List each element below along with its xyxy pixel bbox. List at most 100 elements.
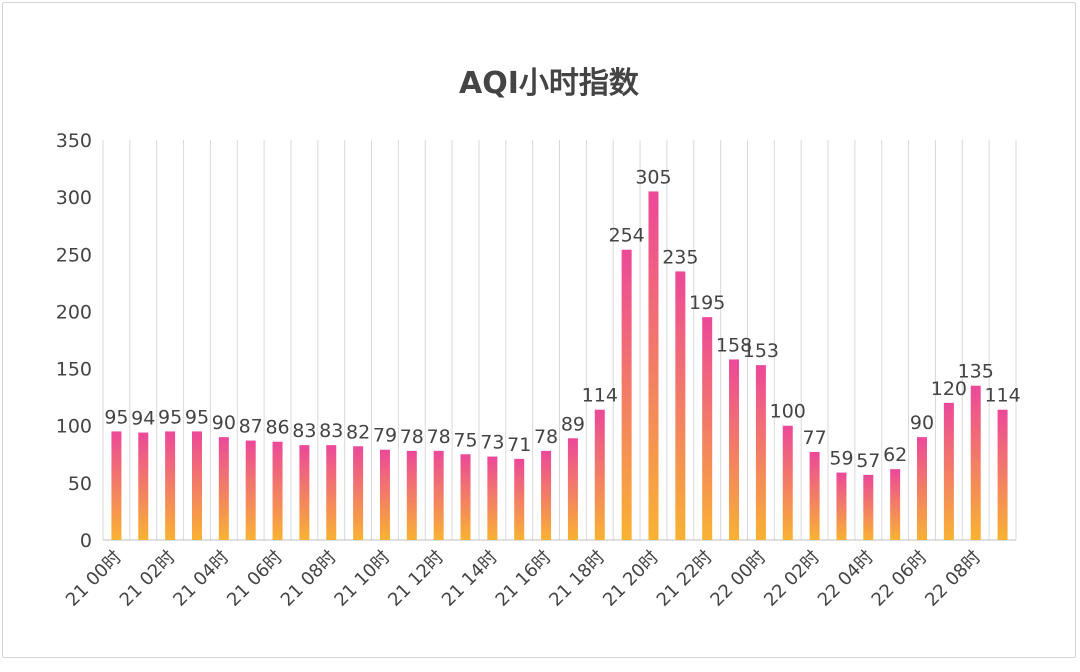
data-label: 195: [689, 292, 725, 314]
bar: [406, 450, 417, 540]
data-label: 120: [931, 378, 967, 400]
bar: [621, 249, 632, 540]
data-label: 75: [453, 429, 477, 451]
x-tick-label: 21 16时: [492, 547, 556, 611]
bar: [836, 472, 847, 540]
x-tick-label: 21 14时: [438, 547, 502, 611]
bar: [943, 402, 954, 540]
bar: [218, 437, 229, 540]
data-label: 82: [346, 421, 370, 443]
data-label: 78: [400, 426, 424, 448]
x-tick-label: 22 00时: [706, 547, 770, 611]
data-label: 86: [265, 417, 289, 439]
x-tick-label: 21 06时: [223, 547, 287, 611]
data-label: 94: [131, 408, 155, 430]
y-tick-label: 300: [56, 187, 92, 209]
data-label: 83: [319, 420, 343, 442]
bar: [191, 431, 202, 540]
chart-frame: [2, 2, 1076, 658]
data-label: 235: [662, 246, 698, 268]
bar: [702, 317, 713, 540]
bar: [433, 450, 444, 540]
bar: [245, 440, 256, 540]
bar: [917, 437, 928, 540]
x-tick-label: 21 00时: [62, 547, 126, 611]
data-label: 78: [427, 426, 451, 448]
y-tick-labels: 0 50 100 150 200 250 300 350: [56, 130, 92, 552]
bar: [675, 271, 686, 540]
x-tick-label: 22 06时: [868, 547, 932, 611]
data-label: 59: [829, 448, 853, 470]
bar: [541, 450, 552, 540]
bar: [487, 456, 498, 540]
x-tick-label: 22 04时: [814, 547, 878, 611]
x-tick-label: 21 18时: [545, 547, 609, 611]
data-label: 73: [480, 432, 504, 454]
bar: [729, 359, 740, 540]
x-tick-label: 22 08时: [921, 547, 985, 611]
bar: [165, 431, 176, 540]
data-label: 79: [373, 425, 397, 447]
x-tick-label: 21 04时: [169, 547, 233, 611]
bar: [299, 445, 310, 540]
x-tick-label: 21 02时: [116, 547, 180, 611]
bar: [648, 191, 659, 540]
data-label: 305: [635, 166, 671, 188]
data-label: 114: [984, 385, 1020, 407]
data-label: 158: [716, 334, 752, 356]
bar: [567, 438, 578, 540]
x-tick-label: 21 10时: [330, 547, 394, 611]
grid-lines: [102, 140, 1017, 540]
data-label: 135: [958, 361, 994, 383]
bars: [111, 191, 1008, 540]
bar: [997, 409, 1008, 540]
data-label: 153: [743, 340, 779, 362]
data-label: 62: [883, 444, 907, 466]
bar: [460, 454, 471, 540]
bar: [890, 469, 901, 540]
bar: [353, 446, 364, 540]
bar: [111, 431, 122, 540]
data-label: 90: [212, 412, 236, 434]
data-label: 78: [534, 426, 558, 448]
data-label: 95: [185, 406, 209, 428]
y-tick-label: 0: [80, 530, 92, 552]
bar: [138, 432, 149, 540]
y-tick-label: 200: [56, 301, 92, 323]
y-tick-label: 350: [56, 130, 92, 152]
x-tick-label: 21 08时: [277, 547, 341, 611]
bar: [755, 365, 766, 540]
bar: [809, 452, 820, 540]
x-tick-label: 21 12时: [384, 547, 448, 611]
data-label: 95: [104, 406, 128, 428]
data-label: 114: [582, 385, 618, 407]
bar: [326, 445, 337, 540]
bar: [970, 385, 981, 540]
bar: [379, 449, 390, 540]
x-tick-label: 22 02时: [760, 547, 824, 611]
bar: [863, 474, 874, 540]
x-tick-label: 21 22时: [653, 547, 717, 611]
y-tick-label: 150: [56, 359, 92, 381]
chart-title: AQI小时指数: [459, 66, 639, 101]
data-label: 254: [608, 225, 644, 247]
y-tick-label: 100: [56, 416, 92, 438]
y-tick-label: 50: [68, 473, 92, 495]
y-tick-label: 250: [56, 244, 92, 266]
data-label: 57: [856, 450, 880, 472]
bar: [514, 458, 525, 540]
data-labels: 95 94 95 95 90 87 86 83 83 82 79 78 78 75 73 71 78891142…: [104, 166, 1020, 471]
data-label: 77: [803, 427, 827, 449]
data-label: 71: [507, 434, 531, 456]
data-label: 87: [239, 416, 263, 438]
data-label: 90: [910, 412, 934, 434]
bar: [594, 409, 605, 540]
data-label: 89: [561, 413, 585, 435]
bar: [782, 425, 793, 540]
data-label: 83: [292, 420, 316, 442]
bar: [272, 441, 283, 540]
data-label: 100: [770, 401, 806, 423]
data-label: 95: [158, 406, 182, 428]
